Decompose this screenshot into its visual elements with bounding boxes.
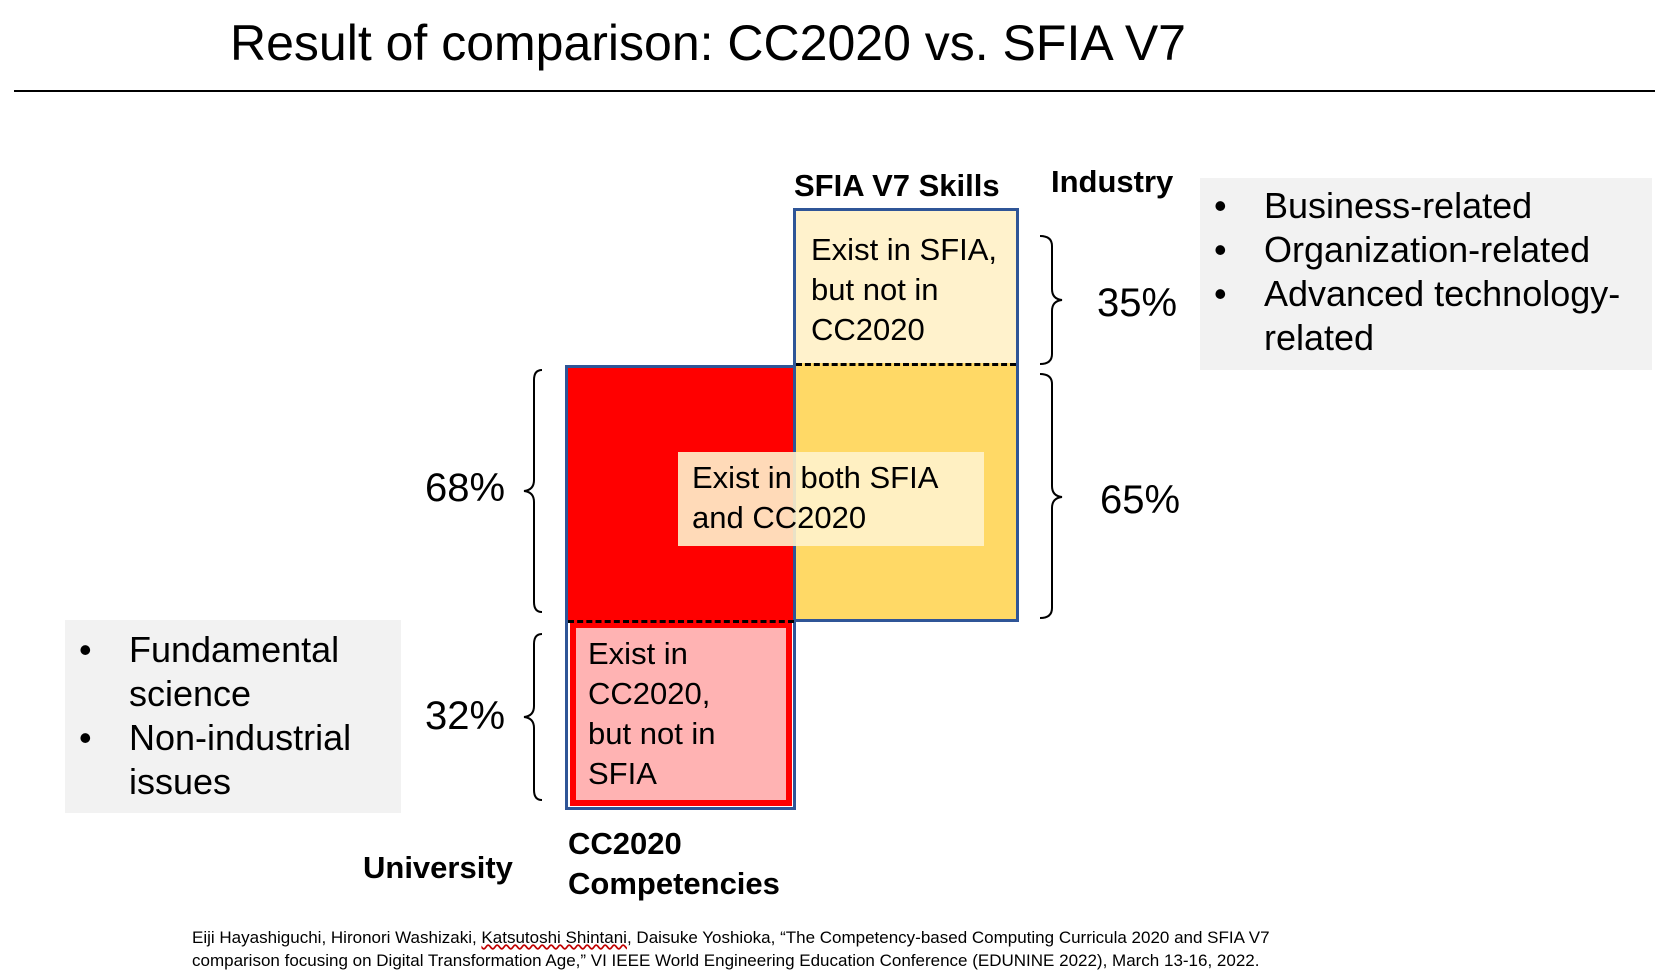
list-item-text: related <box>1264 317 1375 358</box>
list-item-text: Advanced technology- <box>1264 273 1621 314</box>
both-line: and CC2020 <box>692 500 867 535</box>
sfia-only-line: CC2020 <box>811 312 925 347</box>
both-line: Exist in both SFIA <box>692 460 939 495</box>
list-item-text: science <box>129 673 252 714</box>
university-label: University <box>363 850 513 885</box>
citation-text: , Daisuke Yoshioka, “The Competency-base… <box>626 928 1270 947</box>
industry-list: Business-related Organization-related Ad… <box>1214 184 1652 360</box>
citation-line-2: comparison focusing on Digital Transform… <box>192 951 1260 970</box>
industry-items-panel: Business-related Organization-related Ad… <box>1200 178 1652 370</box>
cc-only-line: but not in <box>588 716 716 751</box>
list-item-text: Fundamental <box>129 629 340 670</box>
both-text-box: Exist in both SFIA and CC2020 <box>678 452 984 546</box>
percent-65: 65% <box>1100 478 1181 522</box>
sfia-only-text: Exist in SFIA, but not in CC2020 <box>811 230 997 350</box>
brace-68-icon <box>523 369 543 613</box>
cc2020-only-text: Exist in CC2020, but not in SFIA <box>588 634 716 794</box>
cc2020-competencies-box <box>565 365 796 810</box>
cc2020-label-line: Competencies <box>568 866 780 901</box>
brace-65-icon <box>1039 373 1063 619</box>
list-item: Organization-related <box>1214 228 1652 272</box>
cc-only-line: CC2020, <box>588 676 711 711</box>
cc2020-only-region <box>570 622 792 806</box>
percent-35: 35% <box>1097 281 1178 325</box>
cc2020-label-line: CC2020 <box>568 826 682 861</box>
citation-line-1: Eiji Hayashiguchi, Hironori Washizaki, K… <box>192 926 1492 949</box>
sfia-skills-label: SFIA V7 Skills <box>794 168 1000 203</box>
list-item-text: issues <box>129 761 232 802</box>
sfia-only-line: Exist in SFIA, <box>811 232 998 267</box>
citation-author-underlined: Katsutoshi Shintani <box>481 928 627 947</box>
cc2020-competencies-label: CC2020 Competencies <box>568 824 780 904</box>
citation: Eiji Hayashiguchi, Hironori Washizaki, K… <box>192 926 1492 972</box>
sfia-split-dashed-line <box>796 363 1016 366</box>
list-item: Business-related <box>1214 184 1652 228</box>
list-item: Advanced technology-related <box>1214 272 1652 360</box>
percent-32: 32% <box>425 694 506 738</box>
list-item-text: Non-industrial <box>129 717 352 758</box>
cc-only-line: Exist in <box>588 636 688 671</box>
title-divider <box>14 90 1655 92</box>
cc2020-split-dashed-line <box>568 620 794 623</box>
brace-32-icon <box>523 633 543 801</box>
brace-35-icon <box>1039 235 1063 365</box>
citation-text: Eiji Hayashiguchi, Hironori Washizaki, <box>192 928 482 947</box>
percent-68: 68% <box>425 466 506 510</box>
industry-label: Industry <box>1051 164 1174 199</box>
sfia-only-line: but not in <box>811 272 939 307</box>
sfia-only-region <box>796 211 1016 363</box>
page-title: Result of comparison: CC2020 vs. SFIA V7 <box>230 15 1186 71</box>
cc-only-line: SFIA <box>588 756 657 791</box>
